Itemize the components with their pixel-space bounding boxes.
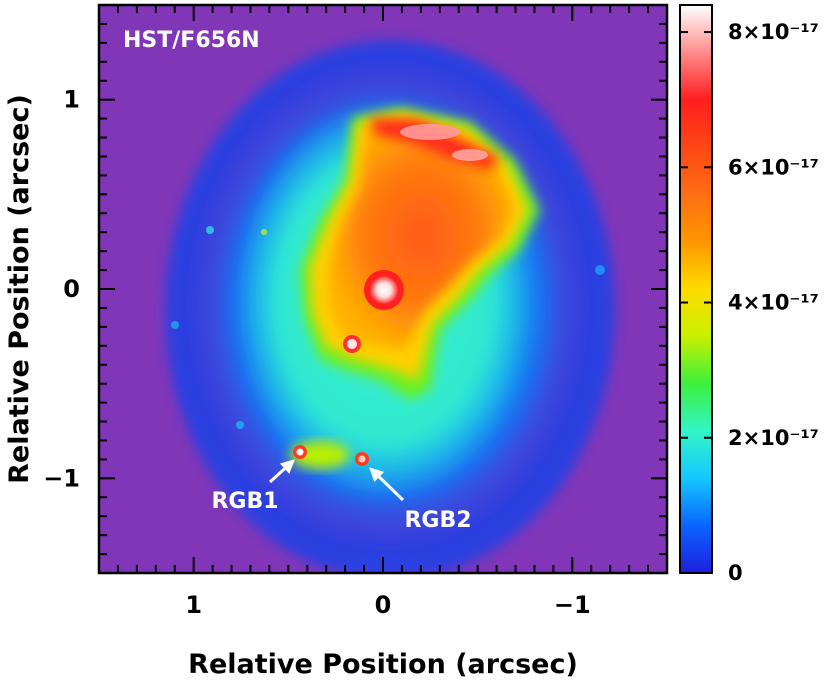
y-tick-label: −1 (43, 464, 80, 492)
x-tick-label: −1 (554, 591, 591, 619)
colorbar (679, 4, 713, 574)
colorbar-tick-label: 6×10⁻¹⁷ (728, 155, 819, 179)
colorbar-tick-label: 0 (728, 561, 743, 585)
colorbar-tick-label: 4×10⁻¹⁷ (728, 291, 819, 315)
y-tick-label: 1 (63, 86, 80, 114)
x-axis-title: Relative Position (arcsec) (188, 649, 578, 680)
y-tick-label: 0 (63, 275, 80, 303)
colorbar-tick-label: 8×10⁻¹⁷ (728, 20, 819, 44)
colorbar-tick-label: 2×10⁻¹⁷ (728, 426, 819, 450)
x-tick-label: 1 (185, 591, 202, 619)
x-tick-label: 0 (375, 591, 392, 619)
annotation-arrowhead (279, 459, 295, 474)
heatmap-image (99, 5, 667, 573)
y-axis-title: Relative Position (arcsec) (4, 94, 35, 484)
panel-title: HST/F656N (123, 28, 260, 53)
annotation-arrowhead (369, 467, 385, 482)
annotation-label-rgb2: RGB2 (404, 508, 471, 533)
annotation-label-rgb1: RGB1 (211, 489, 278, 514)
